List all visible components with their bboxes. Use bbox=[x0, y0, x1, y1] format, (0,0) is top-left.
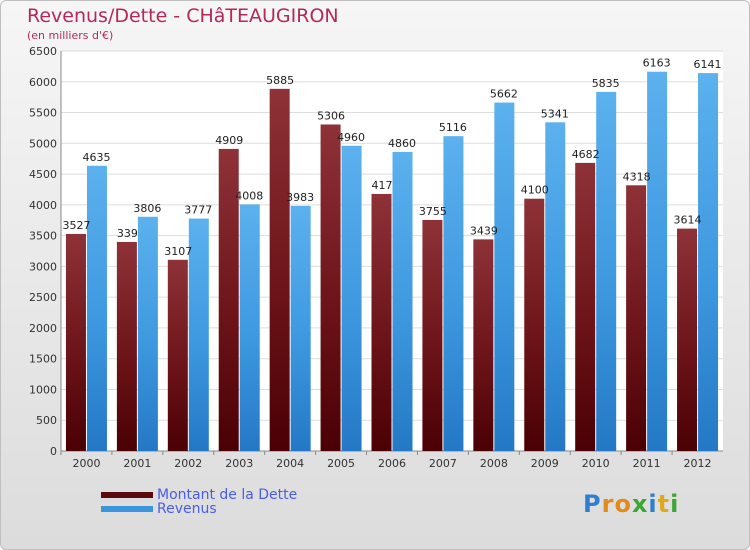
data-label-dette: 3527 bbox=[62, 219, 90, 232]
data-label-dette: 3439 bbox=[470, 224, 498, 237]
data-label-revenus: 4860 bbox=[388, 137, 416, 150]
bar-revenus bbox=[494, 102, 515, 452]
chart-title: Revenus/Dette - CHâTEAUGIRON bbox=[27, 5, 339, 27]
y-tick-label: 1000 bbox=[29, 383, 57, 396]
data-label-revenus: 6163 bbox=[643, 57, 671, 70]
data-label-revenus: 4960 bbox=[337, 131, 365, 144]
bar-revenus bbox=[341, 145, 362, 451]
x-tick-label: 2007 bbox=[429, 457, 457, 470]
data-label-dette: 3107 bbox=[164, 245, 192, 258]
proxiti-logo: Proxiti bbox=[583, 490, 679, 518]
bar-dette bbox=[218, 148, 239, 451]
data-label-revenus: 5341 bbox=[541, 107, 569, 120]
plot-area bbox=[61, 51, 723, 451]
y-tick-label: 6000 bbox=[29, 76, 57, 89]
bar-revenus bbox=[188, 218, 209, 451]
data-label-revenus: 3806 bbox=[133, 202, 161, 215]
x-tick-label: 2000 bbox=[72, 457, 100, 470]
data-label-dette: 417 bbox=[372, 179, 393, 192]
y-tick-label: 3500 bbox=[29, 230, 57, 243]
x-tick-label: 2006 bbox=[378, 457, 406, 470]
y-tick-label: 2500 bbox=[29, 291, 57, 304]
data-label-revenus: 3777 bbox=[184, 204, 212, 217]
data-label-dette: 5885 bbox=[266, 74, 294, 87]
y-tick-label: 2000 bbox=[29, 322, 57, 335]
y-tick-label: 5000 bbox=[29, 137, 57, 150]
y-tick-label: 6500 bbox=[29, 45, 57, 58]
logo-letter: i bbox=[648, 490, 658, 518]
bar-revenus bbox=[443, 136, 464, 451]
logo-letter: P bbox=[583, 490, 602, 518]
logo-letter: r bbox=[601, 490, 615, 518]
bar-dette bbox=[320, 124, 341, 451]
data-label-dette: 4318 bbox=[623, 170, 651, 183]
legend-swatch-revenus bbox=[101, 506, 153, 512]
x-tick-label: 2011 bbox=[633, 457, 661, 470]
data-label-revenus: 3983 bbox=[286, 191, 314, 204]
data-label-dette: 4909 bbox=[215, 134, 243, 147]
x-tick-label: 2002 bbox=[174, 457, 202, 470]
y-tick-label: 4500 bbox=[29, 168, 57, 181]
bar-dette bbox=[116, 241, 137, 451]
legend-label-dette: Montant de la Dette bbox=[157, 487, 298, 503]
data-label-revenus: 5835 bbox=[592, 77, 620, 90]
y-tick-label: 5500 bbox=[29, 107, 57, 120]
bar-revenus bbox=[290, 205, 311, 451]
data-label-revenus: 5662 bbox=[490, 88, 518, 101]
data-label-dette: 4682 bbox=[572, 148, 600, 161]
bar-revenus bbox=[392, 151, 413, 451]
logo-letter: i bbox=[670, 490, 680, 518]
bar-revenus bbox=[239, 204, 260, 451]
chart-subtitle: (en milliers d'€) bbox=[27, 29, 114, 42]
y-tick-label: 500 bbox=[36, 414, 57, 427]
data-label-dette: 3614 bbox=[674, 214, 702, 227]
legend-item-revenus: Revenus bbox=[101, 501, 217, 517]
x-tick-label: 2001 bbox=[123, 457, 151, 470]
bar-revenus bbox=[137, 216, 158, 451]
x-tick-label: 2012 bbox=[684, 457, 712, 470]
bar-revenus bbox=[545, 122, 566, 452]
data-label-revenus: 4008 bbox=[235, 189, 263, 202]
bar-dette bbox=[677, 228, 698, 451]
data-label-dette: 339 bbox=[117, 227, 138, 240]
bar-dette bbox=[167, 259, 188, 451]
logo-letter: o bbox=[614, 490, 632, 518]
y-tick-label: 0 bbox=[50, 445, 57, 458]
data-label-dette: 5306 bbox=[317, 109, 345, 122]
x-tick-label: 2010 bbox=[582, 457, 610, 470]
data-label-dette: 4100 bbox=[521, 184, 549, 197]
bar-revenus bbox=[698, 73, 719, 451]
y-tick-label: 4000 bbox=[29, 199, 57, 212]
data-label-revenus: 4635 bbox=[82, 151, 110, 164]
x-tick-label: 2003 bbox=[225, 457, 253, 470]
legend-item-dette: Montant de la Dette bbox=[101, 487, 297, 503]
bar-dette bbox=[473, 239, 494, 451]
bar-revenus bbox=[647, 71, 668, 451]
data-label-revenus: 6141 bbox=[694, 58, 722, 71]
data-label-revenus: 5116 bbox=[439, 121, 467, 134]
bar-dette bbox=[524, 198, 545, 451]
bar-revenus bbox=[86, 165, 107, 451]
bar-dette bbox=[626, 185, 647, 451]
legend-swatch-dette bbox=[101, 492, 153, 498]
legend-label-revenus: Revenus bbox=[157, 501, 217, 517]
bar-dette bbox=[65, 233, 86, 451]
x-tick-label: 2008 bbox=[480, 457, 508, 470]
bar-dette bbox=[575, 162, 596, 451]
x-tick-label: 2009 bbox=[531, 457, 559, 470]
x-tick-label: 2004 bbox=[276, 457, 304, 470]
bar-dette bbox=[422, 219, 443, 451]
bar-dette bbox=[371, 193, 392, 451]
y-tick-label: 3000 bbox=[29, 260, 57, 273]
logo-letter: t bbox=[657, 490, 671, 518]
y-tick-label: 1500 bbox=[29, 353, 57, 366]
bar-dette bbox=[269, 88, 290, 451]
x-tick-label: 2005 bbox=[327, 457, 355, 470]
logo-letter: x bbox=[631, 490, 649, 518]
data-label-dette: 3755 bbox=[419, 205, 447, 218]
bar-revenus bbox=[596, 91, 617, 451]
